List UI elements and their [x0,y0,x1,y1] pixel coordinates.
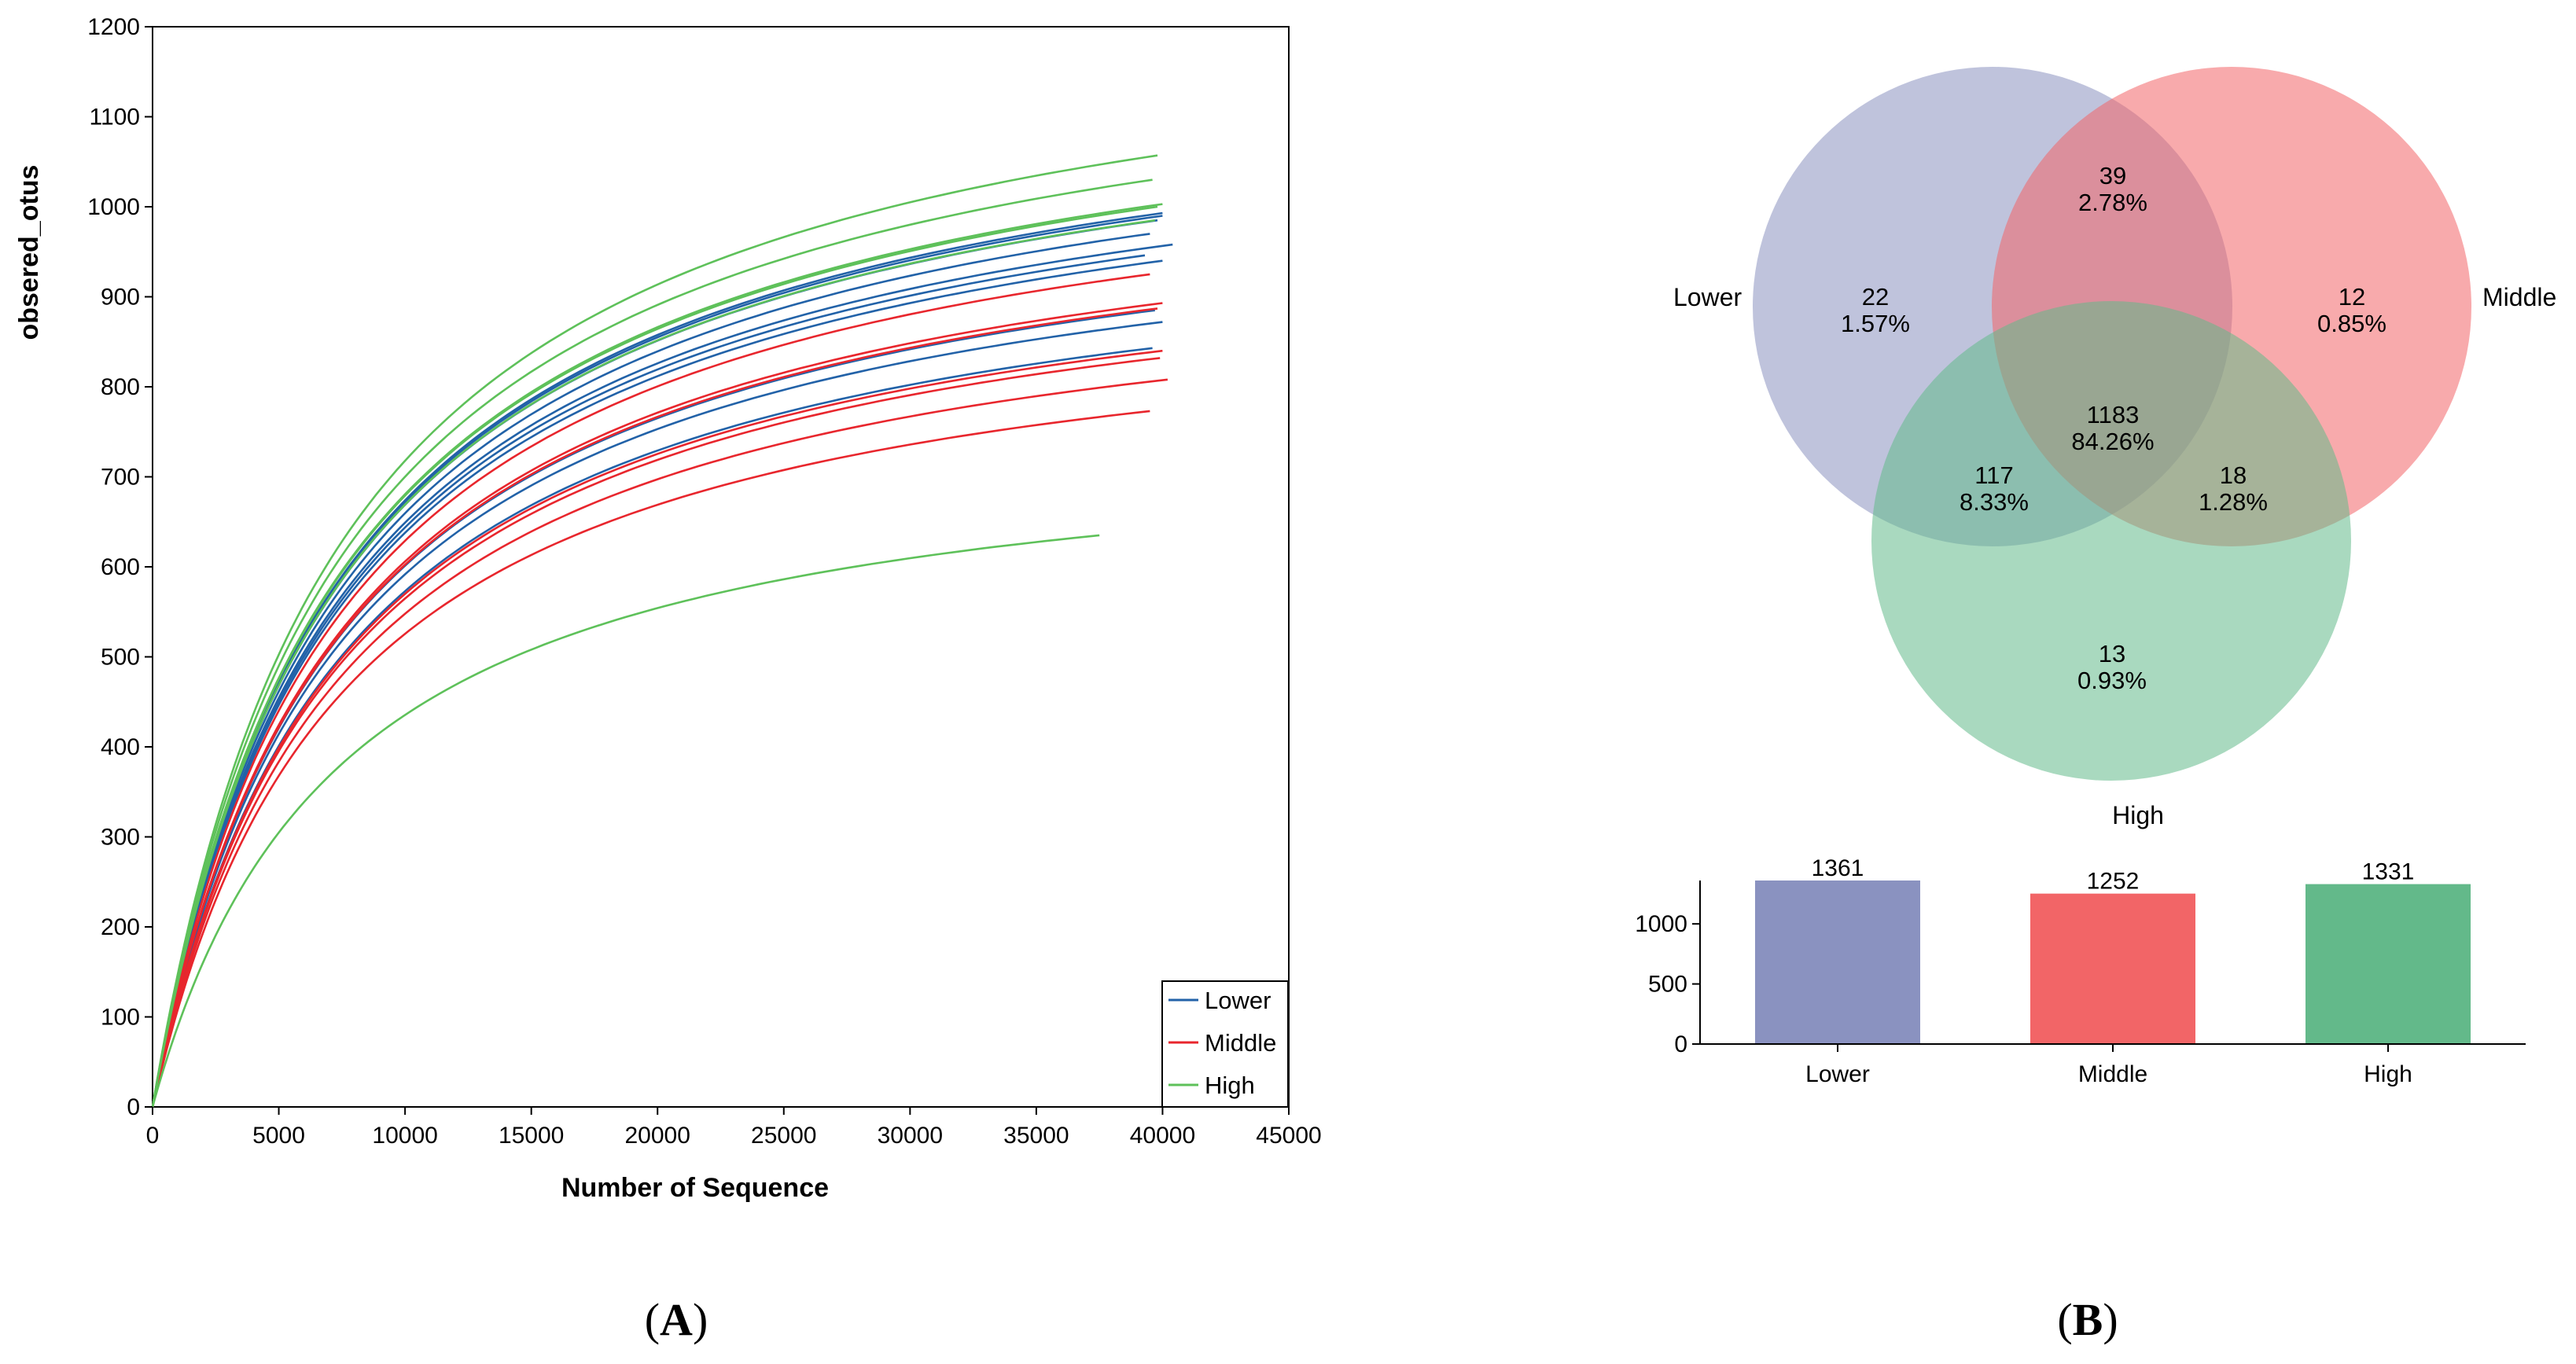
venn-set-label-middle: Middle [2482,283,2556,311]
x-tick-label: 40000 [1130,1123,1195,1149]
curve-high-18 [151,178,1153,1108]
y-tick-label: 700 [101,465,140,491]
legend-label-lower: Lower [1205,987,1271,1014]
plot-frame [152,26,1290,1108]
bar-value-label: 1331 [2362,859,2415,885]
curve-lower-5 [151,254,1146,1108]
x-tick-label: 15000 [499,1123,564,1149]
region-percent: 0.93% [2077,667,2147,694]
y-tick-label: 300 [101,825,140,851]
bar-high [2306,884,2471,1044]
venn-region-lower-high: 117 8.33% [1960,461,2029,516]
panel-label-b: (B) [2057,1294,2118,1345]
region-percent: 84.26% [2071,428,2154,455]
x-tick-label: 5000 [252,1123,305,1149]
y-tick-label: 200 [101,914,140,940]
bar-category-label: Lower [1805,1061,1870,1087]
region-percent: 1.28% [2199,488,2268,516]
venn-set-label-high: High [2112,801,2164,829]
bar-y-axis: 0 500 1000 [1635,881,1701,1057]
bar-y-tick-label: 0 [1674,1031,1687,1057]
y-tick-label: 1200 [87,14,140,40]
curve-middle-14 [151,357,1161,1108]
y-axis: 0 100 200 300 400 500 600 700 800 900 1000 1100 1200 [87,14,153,1120]
curve-middle-10 [151,273,1150,1108]
y-tick-label: 400 [101,734,140,760]
curve-middle-16 [151,410,1150,1108]
bar-value-label: 1361 [1812,855,1864,881]
venn-region-lower-middle: 39 2.78% [2078,162,2147,216]
panel-b-venn: Lower Middle High 22 1.57% 12 0.85% 13 0… [1673,67,2556,829]
region-percent: 0.85% [2317,310,2386,337]
y-tick-label: 100 [101,1005,140,1031]
venn-circle-high [1871,301,2351,781]
curve-middle-12 [151,307,1158,1108]
region-percent: 1.57% [1841,310,1910,337]
y-tick-label: 800 [101,374,140,400]
y-tick-label: 900 [101,285,140,311]
region-count: 39 [2099,162,2126,189]
region-count: 13 [2099,640,2125,667]
x-tick-label: 25000 [751,1123,816,1149]
bar-category-label: Middle [2078,1061,2147,1087]
y-tick-label: 500 [101,645,140,671]
bar-y-tick-label: 1000 [1635,911,1687,937]
curve-lower-8 [151,321,1163,1108]
panel-a-chart: 0 100 200 300 400 500 600 700 800 900 1000 1100 1200… [14,14,1322,1203]
y-axis-title: obsered_otus [14,165,44,340]
region-count: 12 [2339,283,2365,311]
y-tick-label: 1100 [89,105,140,131]
bars: 1361 Lower 1252 Middle 1331 High [1755,855,2471,1087]
venn-region-high-only: 13 0.93% [2077,640,2147,694]
y-tick-label: 0 [127,1094,140,1120]
region-count: 1183 [2087,401,2140,428]
x-tick-label: 0 [146,1123,160,1149]
venn-region-middle-high: 18 1.28% [2199,461,2268,516]
rarefaction-curves [151,154,1173,1108]
venn-region-middle-only: 12 0.85% [2317,283,2386,337]
x-tick-label: 10000 [372,1123,437,1149]
venn-region-lower-only: 22 1.57% [1841,283,1910,337]
bar-category-label: High [2364,1061,2412,1087]
region-count: 18 [2220,461,2247,489]
legend: Lower Middle High [1161,980,1289,1108]
region-count: 22 [1862,283,1889,311]
x-axis: 0 5000 10000 15000 20000 25000 30000 35000 40000… [146,1107,1322,1149]
x-tick-label: 35000 [1003,1123,1069,1149]
legend-label-middle: Middle [1205,1029,1276,1057]
venn-region-all: 1183 84.26% [2071,401,2154,455]
curve-middle-13 [151,349,1163,1108]
region-percent: 8.33% [1960,488,2029,516]
x-tick-label: 20000 [625,1123,690,1149]
x-tick-label: 45000 [1256,1123,1321,1149]
panel-b-bar-chart: 1361 Lower 1252 Middle 1331 High 0 500 1000 [1635,855,2526,1087]
x-tick-label: 30000 [878,1123,943,1149]
y-tick-label: 600 [101,554,140,580]
region-count: 117 [1974,461,2013,489]
region-percent: 2.78% [2078,189,2147,216]
curve-high-21 [151,219,1155,1108]
panel-label-a: (A) [645,1294,708,1345]
y-tick-label: 1000 [87,194,140,220]
bar-lower [1755,881,1920,1044]
legend-label-high: High [1205,1072,1255,1099]
venn-set-label-lower: Lower [1673,283,1742,311]
bar-value-label: 1252 [2087,869,2140,895]
bar-middle [2030,893,2195,1044]
bar-y-tick-label: 500 [1648,972,1687,998]
x-axis-title: Number of Sequence [561,1173,829,1203]
curve-middle-15 [151,378,1168,1108]
curve-high-22 [151,534,1100,1108]
